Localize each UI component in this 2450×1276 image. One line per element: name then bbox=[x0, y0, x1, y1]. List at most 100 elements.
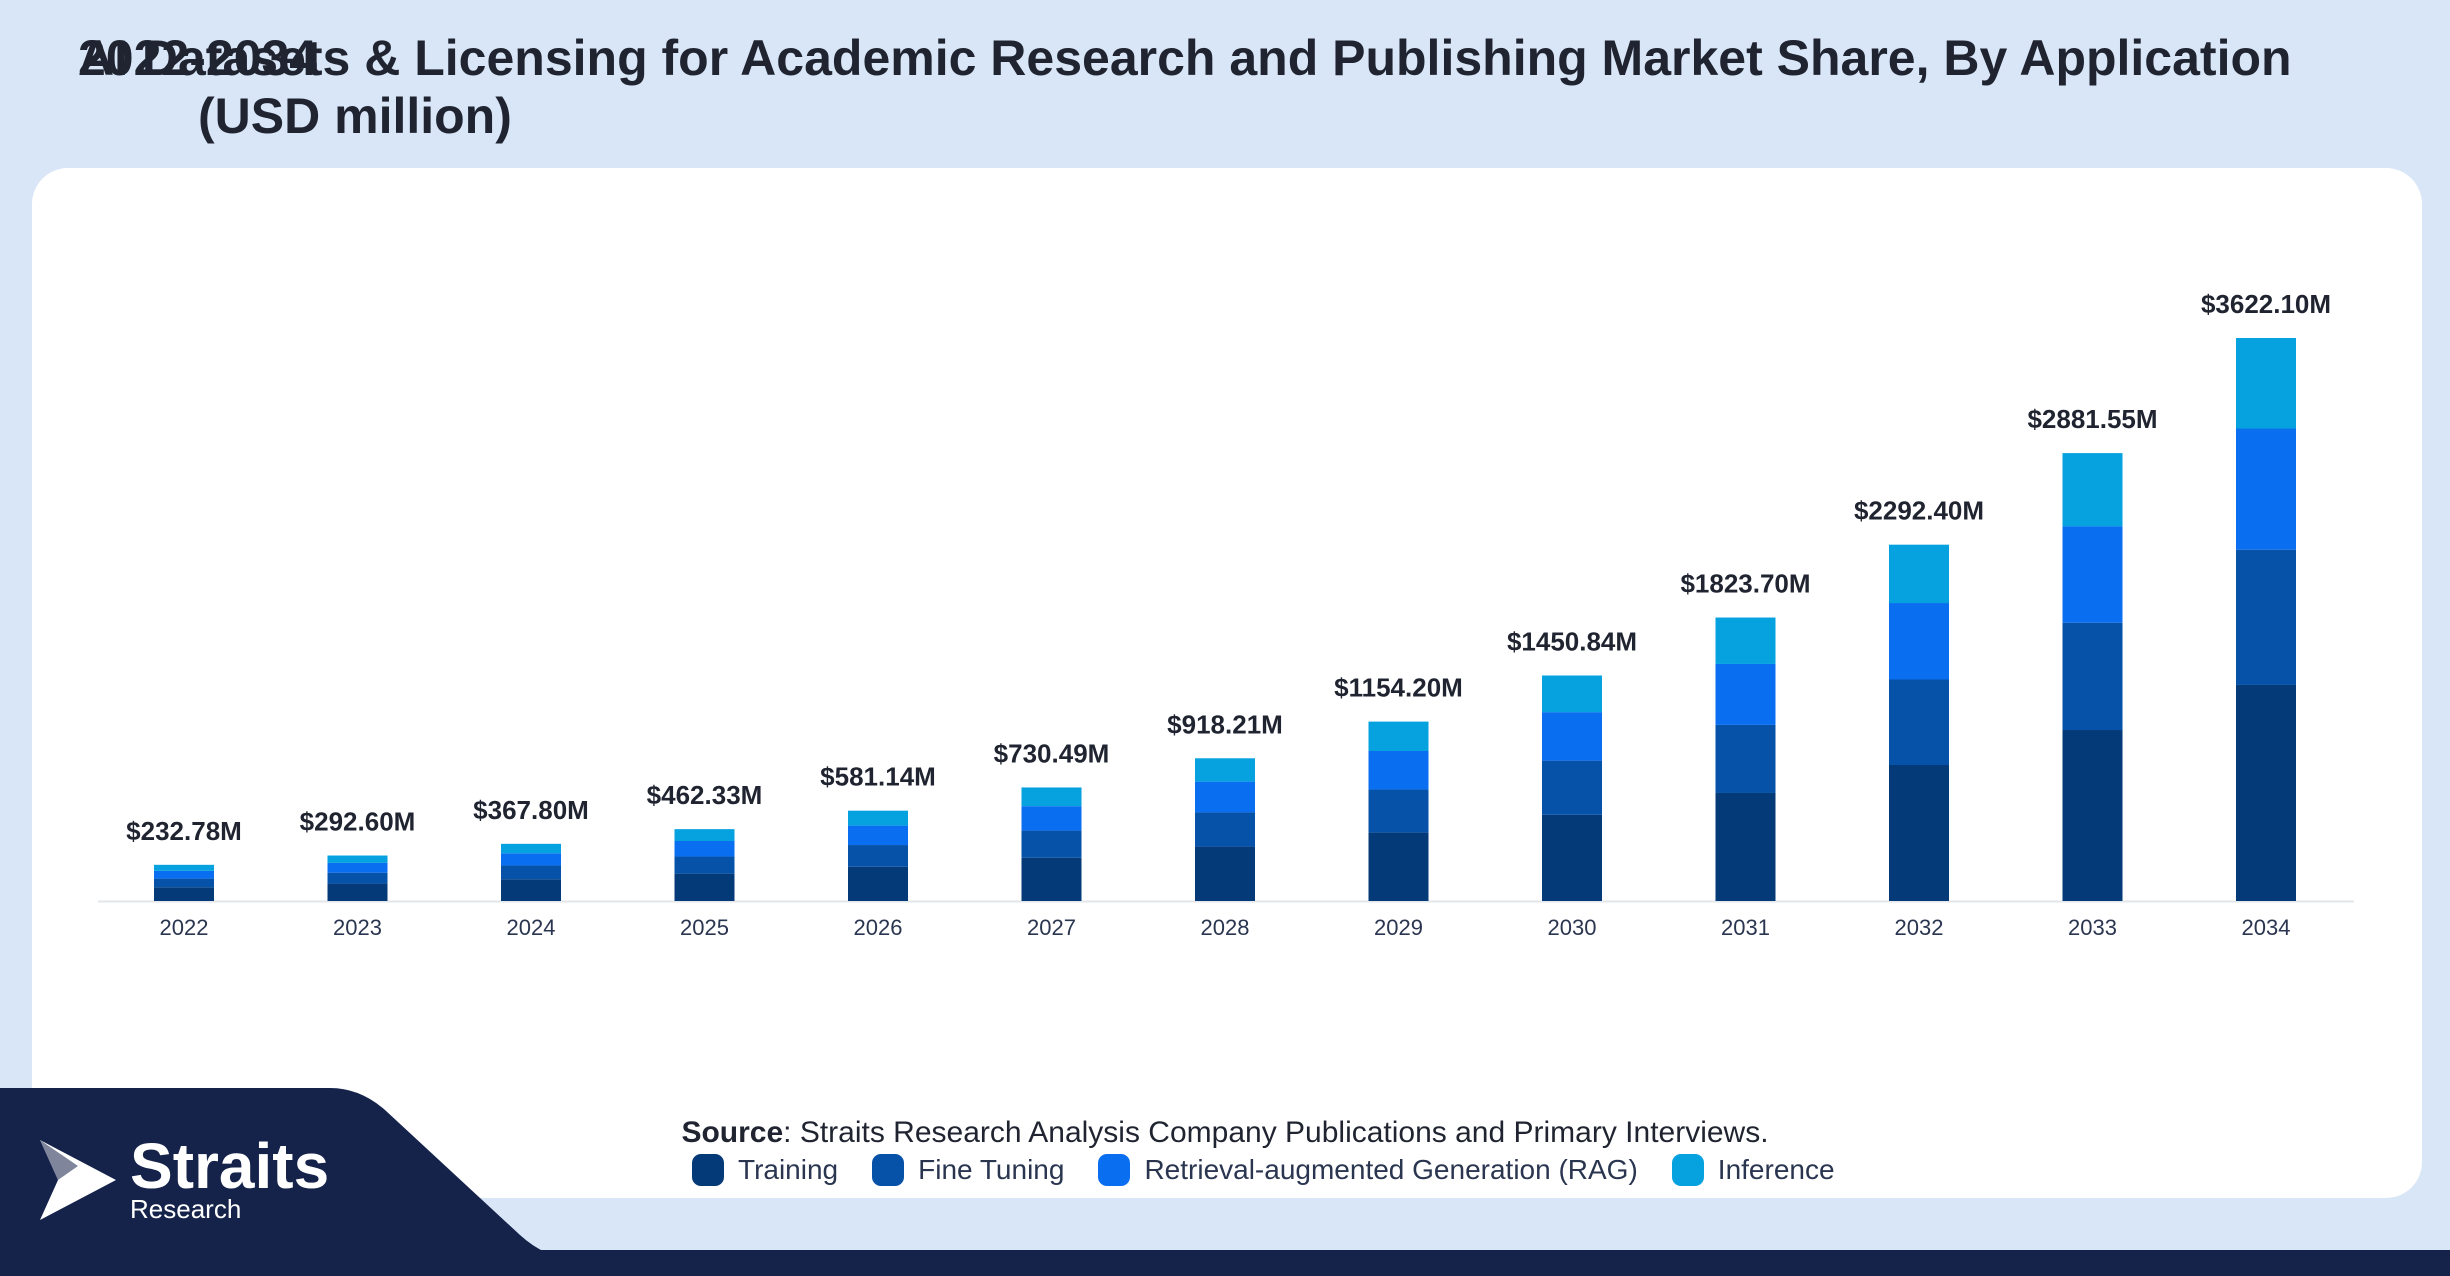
x-tick-label: 2032 bbox=[1895, 915, 1944, 940]
bar-segment bbox=[2236, 428, 2296, 550]
bar-segment bbox=[1195, 781, 1255, 813]
bar-segment bbox=[848, 866, 908, 901]
bar-total-label: $2881.55M bbox=[2027, 404, 2157, 434]
bar-total-label: $367.80M bbox=[473, 795, 589, 825]
brand-corner-shape bbox=[0, 1088, 700, 1276]
legend-label: Training bbox=[738, 1154, 839, 1185]
x-tick-label: 2033 bbox=[2068, 915, 2117, 940]
x-tick-label: 2027 bbox=[1027, 915, 1076, 940]
x-tick-label: 2022 bbox=[160, 915, 209, 940]
bar-segment bbox=[1715, 617, 1776, 664]
brand-footer-band bbox=[0, 1250, 2450, 1276]
bar-segment bbox=[1889, 603, 1949, 680]
bar-total-label: $232.78M bbox=[126, 816, 242, 846]
x-tick-label: 2031 bbox=[1721, 915, 1770, 940]
bar-total-label: $462.33M bbox=[647, 780, 763, 810]
x-tick-label: 2025 bbox=[680, 915, 729, 940]
bar-segment bbox=[848, 825, 908, 846]
legend-swatch bbox=[1671, 1154, 1704, 1186]
bar-segment bbox=[2062, 622, 2123, 731]
bar-segment bbox=[1542, 712, 1602, 761]
legend-swatch bbox=[692, 1154, 724, 1186]
logo-wordmark: Straits bbox=[130, 1130, 330, 1202]
bar-total-label: $918.21M bbox=[1167, 709, 1283, 739]
x-tick-label: 2023 bbox=[333, 915, 382, 940]
bar-segment bbox=[501, 843, 561, 854]
x-tick-label: 2030 bbox=[1548, 915, 1597, 940]
bar-segment bbox=[1368, 721, 1429, 752]
x-tick-label: 2029 bbox=[1374, 915, 1423, 940]
bar-segment bbox=[1021, 830, 1082, 858]
bar-segment bbox=[327, 855, 388, 863]
bar-segment bbox=[327, 862, 388, 873]
legend-swatch bbox=[872, 1154, 905, 1186]
chart-legend: Training Fine Tuning Retrieval-augmented G… bbox=[692, 1148, 1892, 1192]
x-tick-label: 2026 bbox=[854, 915, 903, 940]
source-label: Source bbox=[681, 1116, 784, 1149]
legend-label: Fine Tuning bbox=[918, 1154, 1065, 1185]
title-overlay-years: 2022-2034 bbox=[78, 30, 318, 86]
bar-segment bbox=[674, 829, 735, 842]
chart-card: $232.78M 2022 $292.60M 2023 $367.80M 2024 $462… bbox=[32, 168, 2422, 1198]
bar-segment bbox=[1021, 857, 1082, 901]
x-tick-label: 2028 bbox=[1201, 915, 1250, 940]
bar-segment bbox=[674, 856, 735, 874]
bar-segment bbox=[501, 865, 561, 880]
bar-segment bbox=[2236, 338, 2296, 429]
bar-segment bbox=[501, 879, 561, 901]
source-text: : Straits Research Analysis Company Publ… bbox=[783, 1116, 1769, 1149]
bar-segment bbox=[1542, 814, 1602, 901]
bar-chart: $232.78M 2022 $292.60M 2023 $367.80M 2024 $462… bbox=[98, 289, 2354, 940]
bar-total-label: $292.60M bbox=[300, 807, 416, 837]
bar-total-label: $1823.70M bbox=[1680, 569, 1810, 599]
bar-segment bbox=[2062, 730, 2123, 901]
bar-segment bbox=[1021, 787, 1082, 807]
bar-total-label: $3622.10M bbox=[2201, 289, 2331, 319]
bar-segment bbox=[1195, 758, 1255, 782]
chart-title: 2022-2034 AI Datasets & Licensing for Ac… bbox=[78, 28, 2378, 158]
bar-segment bbox=[154, 878, 214, 888]
bar-total-label: $2292.40M bbox=[1854, 496, 1984, 526]
bar-segment bbox=[1889, 679, 1949, 765]
x-tick-label: 2034 bbox=[2242, 915, 2291, 940]
bar-segment bbox=[154, 864, 214, 871]
bar-segment bbox=[327, 883, 388, 901]
logo-mark-icon bbox=[40, 1140, 116, 1220]
legend-item: Fine Tuning bbox=[872, 1154, 1064, 1186]
bar-segment bbox=[1542, 760, 1602, 815]
bar-segment bbox=[2062, 526, 2123, 623]
legend-item: Retrieval-augmented Generation (RAG) bbox=[1098, 1154, 1638, 1186]
bar-segment bbox=[674, 841, 735, 857]
legend-item: Training bbox=[692, 1154, 838, 1186]
bar-segment bbox=[501, 853, 561, 866]
bar-segment bbox=[2062, 453, 2123, 527]
bar-total-label: $581.14M bbox=[820, 762, 936, 792]
legend-item: Inference bbox=[1671, 1154, 1835, 1186]
bar-total-label: $730.49M bbox=[994, 738, 1110, 768]
legend-label: Inference bbox=[1717, 1154, 1835, 1185]
logo-subtitle: Research bbox=[130, 1194, 242, 1224]
x-tick-label: 2024 bbox=[507, 915, 556, 940]
bar-segment bbox=[2236, 549, 2296, 685]
bar-total-label: $1450.84M bbox=[1507, 626, 1637, 656]
title-overlay-main: AI Datasets & Licensing for Academic Res… bbox=[78, 30, 2292, 86]
title-unit: (USD million) bbox=[198, 88, 512, 144]
bar-segment bbox=[1368, 789, 1429, 833]
bar-segment bbox=[1195, 812, 1255, 847]
bar-segment bbox=[1021, 806, 1082, 831]
bar-segment bbox=[327, 872, 388, 884]
bar-segment bbox=[154, 887, 214, 901]
bar-segment bbox=[1715, 663, 1776, 725]
source-note: Source: Straits Research Analysis Compan… bbox=[0, 1116, 2450, 1150]
bar-segment bbox=[1889, 544, 1949, 604]
bar-segment bbox=[674, 873, 735, 901]
bar-segment bbox=[1889, 764, 1949, 901]
bar-segment bbox=[1542, 675, 1602, 713]
bar-segment bbox=[848, 845, 908, 867]
bar-segment bbox=[1368, 751, 1429, 790]
legend-swatch bbox=[1098, 1154, 1131, 1186]
bar-segment bbox=[2236, 684, 2296, 901]
bar-segment bbox=[1715, 724, 1776, 793]
bar-segment bbox=[1368, 832, 1429, 901]
straits-logo: Straits Research bbox=[38, 1130, 338, 1230]
